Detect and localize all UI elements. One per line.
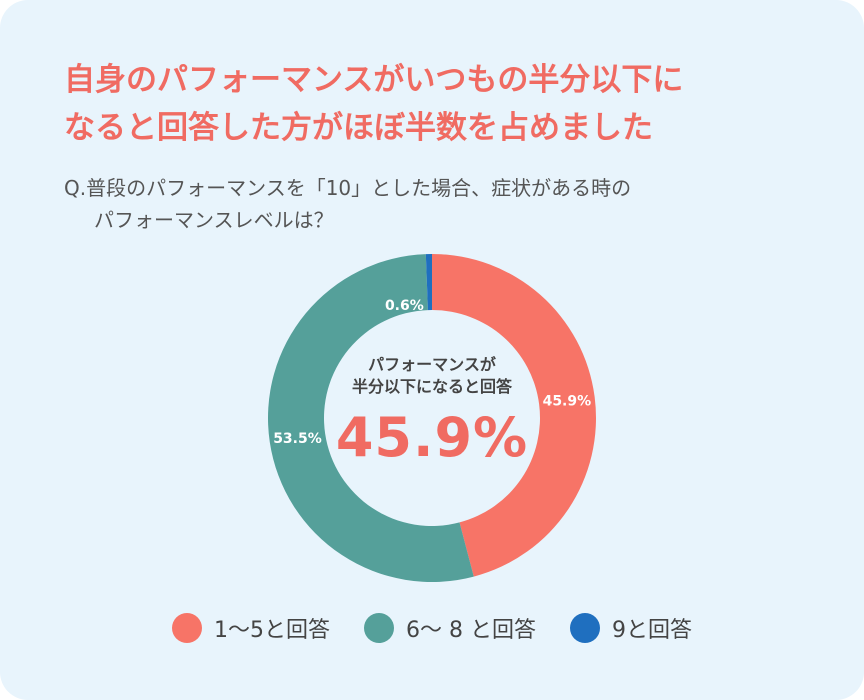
title-line-2: なると回答した方がほぼ半数を占めました bbox=[64, 110, 653, 146]
center-caption: パフォーマンスが 半分以下になると回答 bbox=[320, 354, 544, 398]
donut-slice-6-8 bbox=[267, 254, 474, 583]
center-caption-line-1: パフォーマンスが bbox=[368, 355, 496, 374]
legend-swatch-6-8 bbox=[364, 613, 394, 643]
data-label-9: 0.6% bbox=[385, 298, 424, 314]
donut-center: パフォーマンスが 半分以下になると回答 45.9% bbox=[320, 354, 544, 468]
legend-item-1-5: 1〜5と回答 bbox=[172, 612, 330, 644]
data-label-1-5: 45.9% bbox=[543, 394, 592, 410]
donut-chart: 45.9% 53.5% 0.6% bbox=[267, 254, 596, 583]
center-caption-line-2: 半分以下になると回答 bbox=[351, 377, 512, 396]
legend-label-6-8: 6〜 8 と回答 bbox=[406, 618, 536, 643]
chart-title: 自身のパフォーマンスがいつもの半分以下に なると回答した方がほぼ半数を占めました bbox=[64, 56, 824, 152]
title-line-1: 自身のパフォーマンスがいつもの半分以下に bbox=[64, 62, 684, 98]
legend-swatch-1-5 bbox=[172, 613, 202, 643]
legend-swatch-9 bbox=[569, 613, 600, 643]
question-text: Q.普段のパフォーマンスを「10」とした場合、症状がある時の パフォーマンスレベ… bbox=[64, 172, 824, 236]
legend-label-1-5: 1〜5と回答 bbox=[214, 618, 330, 643]
donut-slice-1-5 bbox=[432, 254, 596, 577]
question-line-2: パフォーマンスレベルは？ bbox=[94, 208, 334, 232]
center-value: 45.9% bbox=[335, 406, 529, 469]
legend-item-9: 9と回答 bbox=[569, 612, 692, 644]
legend-label-9: 9と回答 bbox=[611, 618, 692, 643]
donut-slice-9 bbox=[425, 254, 432, 311]
data-label-6-8: 53.5% bbox=[273, 431, 322, 447]
chart-legend: 1〜5と回答 6〜 8 と回答 9と回答 bbox=[0, 612, 864, 644]
legend-item-6-8: 6〜 8 と回答 bbox=[364, 612, 536, 644]
question-line-1: Q.普段のパフォーマンスを「10」とした場合、症状がある時の bbox=[64, 176, 632, 200]
